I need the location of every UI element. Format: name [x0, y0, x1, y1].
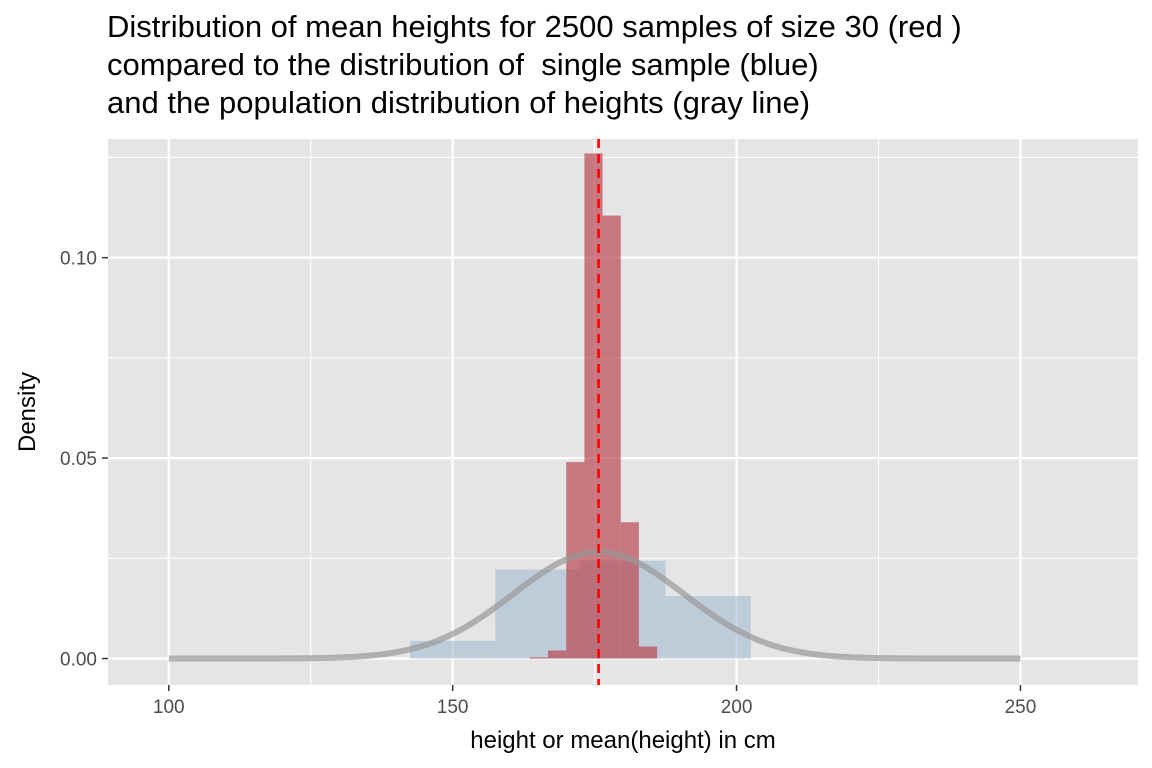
y-axis-title: Density — [14, 372, 41, 452]
y-axis-tick-labels: 0.00 0.05 0.10 — [60, 249, 97, 671]
chart-title-line-3: and the population distribution of heigh… — [107, 85, 811, 120]
mean-bar — [602, 215, 621, 659]
chart-title-line-1: Distribution of mean heights for 2500 sa… — [107, 9, 962, 44]
mean-bar — [529, 657, 549, 659]
mean-bar — [566, 462, 585, 659]
chart-title: Distribution of mean heights for 2500 sa… — [107, 8, 962, 122]
x-tick-label: 150 — [437, 697, 469, 718]
minor-gridlines — [108, 139, 1138, 685]
y-tick-label: 0.00 — [60, 650, 97, 671]
y-tick-label: 0.05 — [60, 449, 97, 470]
x-tick-label: 250 — [1005, 697, 1037, 718]
mean-bar — [620, 522, 639, 659]
axis-ticks — [102, 256, 1022, 691]
y-tick-label: 0.10 — [60, 249, 97, 270]
x-tick-label: 100 — [153, 697, 185, 718]
x-axis-tick-labels: 100 150 200 250 — [153, 697, 1036, 718]
population-density-layer — [168, 548, 1021, 662]
mean-bar — [548, 650, 567, 659]
x-axis-title: height or mean(height) in cm — [470, 727, 775, 754]
mean-bar — [638, 646, 658, 659]
population-density-curve — [168, 548, 1021, 662]
chart-title-line-2: compared to the distribution of single s… — [107, 47, 819, 82]
x-tick-label: 200 — [721, 697, 753, 718]
